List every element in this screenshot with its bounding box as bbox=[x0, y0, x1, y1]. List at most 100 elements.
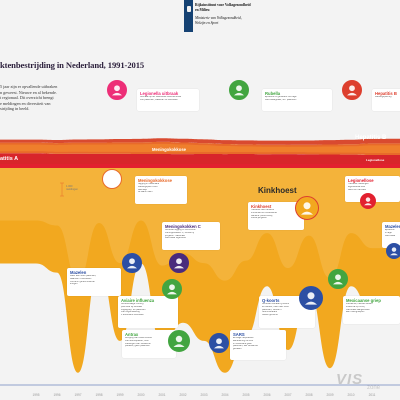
org-line-4: Welzijn en Sport bbox=[195, 20, 219, 25]
series-legionellose bbox=[0, 164, 400, 168]
callout-line: warm en nat weer bbox=[348, 188, 367, 191]
org-line-1: Rijksinstituut voor Volksgezondheid bbox=[195, 3, 251, 7]
year-tick-label: 2007 bbox=[284, 393, 292, 397]
page-title: ktenbestrijding in Nederland, 1991-2015 bbox=[0, 60, 145, 70]
callout-line: In Nederland geen bbox=[233, 342, 252, 345]
callout-line: kringen bbox=[70, 283, 78, 286]
cough-icon bbox=[295, 196, 319, 220]
callout-title: Hepatitis B bbox=[375, 91, 397, 96]
year-tick-label: 2003 bbox=[200, 393, 208, 397]
callout-line: Meldingsplicht voor bbox=[138, 185, 158, 188]
virus-icon bbox=[122, 253, 142, 273]
callout-line: patiënten, wel verdachte bbox=[233, 345, 258, 348]
callout-line: influenza A(H1N1) bbox=[346, 305, 365, 308]
callout-line: Dreiging van bioterrorisme bbox=[125, 337, 152, 339]
callout-line: aan risicogroepen bbox=[346, 311, 365, 314]
callout-title: SARS bbox=[233, 332, 245, 337]
year-tick-label: 2000 bbox=[137, 393, 145, 397]
callout-line: in lage bbox=[385, 231, 392, 234]
callout-mexicaanse-griep: Mexicaanse griep Pandemie, nieuwe variant… bbox=[343, 296, 400, 324]
callout-line: vooral jongeren bbox=[251, 217, 267, 220]
callout-line: Noord-Brabant bbox=[262, 311, 278, 314]
callout-antrax: Antrax Dreiging van bioterrorisme met antr… bbox=[122, 330, 176, 358]
callout-line: aandoening uit Azië bbox=[233, 339, 254, 342]
year-tick-label: 2011 bbox=[368, 393, 376, 397]
band-label-hepatitis-a: atitis A bbox=[0, 156, 19, 162]
baby-icon bbox=[229, 80, 249, 100]
callout-line: Meldingsplichtig bbox=[375, 96, 392, 98]
callout-meningokokkose: Meningokokkose Stijging in Nederland Meldi… bbox=[135, 176, 187, 204]
mask-icon bbox=[209, 333, 229, 353]
callout-title: Meningokokkose bbox=[138, 178, 172, 183]
band-label-kinkhoest: Kinkhoest bbox=[258, 186, 297, 195]
callout-line: waarvan 3 overleden bbox=[70, 277, 92, 280]
callout-title: Legionella uitbraak bbox=[140, 91, 179, 96]
callout-line: meningokokken C, vooral bij bbox=[165, 231, 194, 234]
callout-line: Grootste stijging in 2001-2002 bbox=[165, 229, 196, 231]
series-meningokokkose-highlight bbox=[0, 143, 400, 154]
callout-line: immuniteit en veranderde bbox=[251, 211, 277, 214]
callout-line: bacterie (2008-2009); bbox=[251, 214, 273, 217]
band-label-hepatitis-b: Hepatitis B bbox=[355, 135, 387, 141]
droplet-icon bbox=[360, 193, 376, 209]
callout-line: met antraxpoeder; veel bbox=[125, 339, 149, 342]
callout-sars: SARS Ernstige respiratoire aandoening uit … bbox=[230, 330, 286, 360]
liver-icon bbox=[342, 80, 362, 100]
callout-line: Geiten geruimd bbox=[262, 314, 278, 317]
callout-title: Mazelen bbox=[70, 270, 87, 275]
callout-line: met oogontsteking bbox=[121, 311, 140, 314]
scale-marker-label: 1.000 meldingen bbox=[66, 185, 78, 191]
callout-mazelen-right: Mazelen Epidemie in lage vaccinatie bbox=[382, 222, 400, 248]
year-tick-label: 2010 bbox=[347, 393, 355, 397]
person-icon bbox=[169, 253, 189, 273]
band-label-meningokokkose: Meningokokkose bbox=[152, 147, 186, 152]
callout-line: vogelgriep; 89 patiënten bbox=[121, 308, 146, 311]
callout-line: meldingen van verdachte bbox=[125, 342, 151, 345]
org-line-3: Ministerie van Volksgezondheid, bbox=[195, 16, 242, 20]
year-tick-label: 1996 bbox=[53, 393, 61, 397]
year-tick-label: 1998 bbox=[95, 393, 103, 397]
callout-line: ok alarm Meni bbox=[138, 191, 153, 194]
callout-line: Uitbraak op de Westfriese bloemenshow bbox=[140, 96, 182, 98]
year-tick-label: 2001 bbox=[158, 393, 166, 397]
callout-line: poeders, geen patiënten bbox=[125, 345, 150, 348]
callout-meningokokken-c: Meningokokken C Grootste stijging in 2001… bbox=[162, 222, 220, 250]
year-tick-label: 2004 bbox=[221, 393, 229, 397]
callout-line: Vooral in gereformeerde bbox=[70, 280, 95, 283]
callout-title: Aviaire influenza bbox=[121, 298, 155, 303]
scale-marker bbox=[60, 182, 64, 197]
year-tick-label: 2009 bbox=[326, 393, 334, 397]
callout-title: Mazelen bbox=[385, 224, 400, 229]
callout-title: Kinkhoest bbox=[251, 204, 272, 209]
callout-line: pluimvee bij uitbraak bbox=[121, 305, 142, 308]
callout-title: Legionellose bbox=[348, 178, 374, 183]
callout-line: gevallen bbox=[233, 348, 242, 351]
callout-line: Grootste uitbraak Q-koorts bbox=[262, 303, 290, 305]
callout-line: vaccinatiegraad, 387 patiënten bbox=[265, 98, 297, 101]
callout-line: Grootschalige ruiming bbox=[121, 303, 144, 305]
pig-icon bbox=[328, 269, 348, 289]
callout-line: Toename door afname bbox=[251, 209, 274, 211]
callout-line: Epidemie bbox=[385, 229, 395, 231]
series-hepatitis-a bbox=[0, 153, 400, 164]
intro-line-2: n geweest. Nieuwe en al bekende. bbox=[0, 89, 57, 95]
callout-title: Mexicaanse griep bbox=[346, 298, 381, 303]
callout-line: wachttijd bbox=[138, 188, 147, 191]
callout-title: Q-koorts bbox=[262, 298, 280, 303]
callout-line: Epidemie in gebieden met lage bbox=[265, 96, 297, 98]
callout-line: legionellose door bbox=[348, 185, 366, 188]
drop-icon bbox=[107, 80, 127, 100]
callout-line: 188 patiënten, waarvan 32 overleden bbox=[140, 98, 178, 101]
callout-line: jongeren. Nationale bbox=[165, 234, 185, 237]
callout-aviaire-influenza: Aviaire influenza Grootschalige ruiming pl… bbox=[118, 296, 178, 328]
year-tick-label: 2002 bbox=[179, 393, 187, 397]
callout-mazelen-left: Mazelen Meer dan 3000 patiënten, waarvan 3… bbox=[67, 268, 121, 296]
callout-rubella: Rubella Epidemie in gebieden met lage vacc… bbox=[262, 89, 332, 111]
callout-legionella-uitbraak: Legionella uitbraak Uitbraak op de Westfr… bbox=[137, 89, 199, 111]
bacteria-icon bbox=[102, 169, 122, 189]
callout-line: Toename meldingen bbox=[348, 183, 369, 185]
callout-title: Antrax bbox=[125, 332, 139, 337]
callout-line: patiënten, vooral in bbox=[262, 308, 282, 311]
callout-line: Vaccinatie aangeboden bbox=[346, 308, 370, 311]
